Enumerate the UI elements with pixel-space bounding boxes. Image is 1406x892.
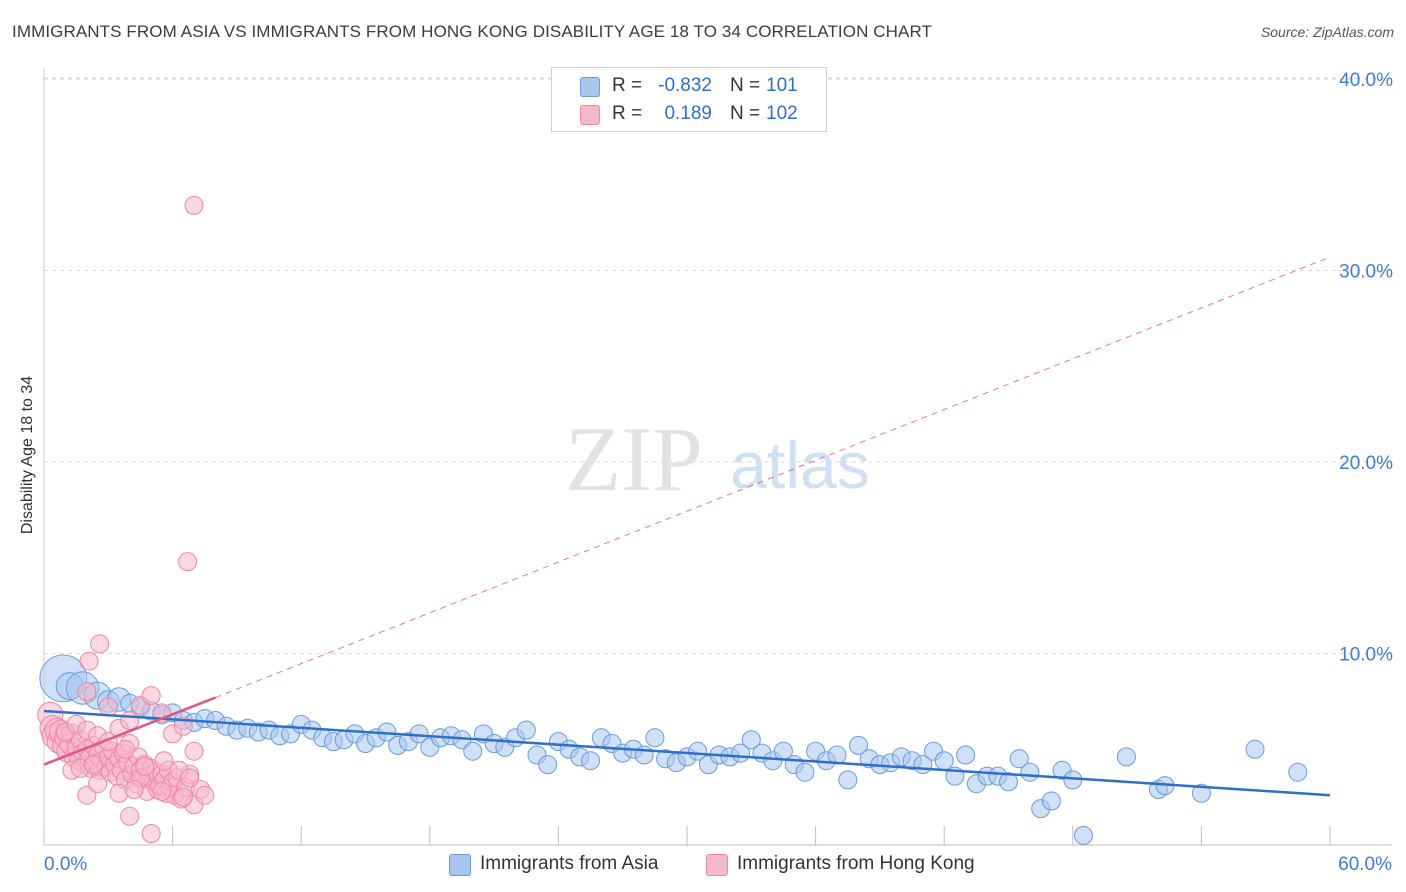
n-label: N = <box>730 75 761 96</box>
chart-title: IMMIGRANTS FROM ASIA VS IMMIGRANTS FROM … <box>12 22 933 41</box>
asia-point <box>956 745 976 765</box>
asia-trend-line <box>43 709 1331 797</box>
asia-point <box>741 730 761 750</box>
hk-point <box>195 785 215 805</box>
hk-point <box>141 686 161 706</box>
asia-point <box>795 762 815 782</box>
watermark: ZIP atlas <box>565 408 870 510</box>
points-layer <box>37 195 1308 845</box>
trend-layer <box>43 256 1331 797</box>
asia-point <box>1191 783 1211 803</box>
asia-point <box>581 751 600 771</box>
hk-point <box>154 751 174 771</box>
hk-point <box>135 757 155 776</box>
legend-label: Immigrants from Asia <box>480 853 659 874</box>
r-label: R = <box>612 103 643 124</box>
hk-point <box>115 739 135 759</box>
y-tick-label: 40.0% <box>1339 70 1393 91</box>
asia-point <box>463 741 483 761</box>
asia-point <box>838 770 858 790</box>
n-label: N = <box>730 103 761 124</box>
hk-point <box>83 755 103 775</box>
hk-point <box>120 806 140 826</box>
stats-row-hk: R = 0.189 N = 102 <box>552 100 826 128</box>
asia-point <box>1020 762 1040 782</box>
asia-point <box>934 751 954 771</box>
hk-point <box>77 682 97 702</box>
hk-point <box>79 651 99 671</box>
r-label: R = <box>612 75 643 96</box>
stats-row-asia: R = -0.832 N = 101 <box>552 72 826 100</box>
n-value: 101 <box>766 75 798 96</box>
hk-point <box>90 634 110 654</box>
asia-point <box>1009 749 1029 769</box>
watermark-atlas: atlas <box>730 428 869 502</box>
hk-point <box>152 781 172 801</box>
r-value: 0.189 <box>664 103 712 124</box>
asia-point <box>849 735 868 755</box>
hk-point <box>184 741 204 761</box>
watermark-zip: ZIP <box>565 408 703 510</box>
tick-layer: 10.0% 20.0% 30.0% 40.0% 0.0% 60.0% <box>44 70 1393 875</box>
asia-point <box>538 755 558 775</box>
asia-swatch <box>580 77 600 97</box>
hk-trend-line <box>43 696 216 766</box>
asia-point <box>645 728 665 748</box>
hk-point <box>178 552 198 572</box>
legend: Immigrants from Asia Immigrants from Hon… <box>0 852 1406 878</box>
hk-point <box>124 780 144 799</box>
asia-point <box>1041 791 1061 811</box>
asia-legend-swatch <box>449 854 471 876</box>
hk-point <box>98 697 118 717</box>
asia-point <box>1245 739 1265 759</box>
n-value: 102 <box>766 103 798 124</box>
asia-point <box>516 720 536 740</box>
asia-point <box>1288 762 1308 782</box>
asia-point <box>1074 825 1093 845</box>
x-tick-label: 0.0% <box>44 854 87 875</box>
legend-label: Immigrants from Hong Kong <box>737 853 975 874</box>
hk-point <box>180 768 200 788</box>
y-tick-label: 20.0% <box>1339 453 1393 474</box>
asia-point <box>1116 747 1136 767</box>
x-tick-label: 60.0% <box>1338 854 1392 875</box>
hk-point <box>184 195 204 215</box>
asia-point <box>999 772 1018 792</box>
hk-point <box>173 787 193 807</box>
hk-legend-swatch <box>706 854 728 876</box>
hk-point <box>120 711 140 730</box>
hk-trend-extension <box>215 256 1331 699</box>
y-tick-label: 30.0% <box>1339 262 1393 283</box>
stats-box: R = -0.832 N = 101 R = 0.189 N = 102 <box>551 67 827 132</box>
hk-point <box>141 824 161 843</box>
y-tick-label: 10.0% <box>1339 645 1393 666</box>
hk-point <box>173 716 193 736</box>
hk-swatch <box>580 105 600 125</box>
asia-point <box>688 741 708 761</box>
grid-layer <box>43 68 1392 846</box>
source-label: Source: ZipAtlas.com <box>1260 24 1394 40</box>
hk-point <box>88 774 108 794</box>
r-value: -0.832 <box>658 75 712 96</box>
